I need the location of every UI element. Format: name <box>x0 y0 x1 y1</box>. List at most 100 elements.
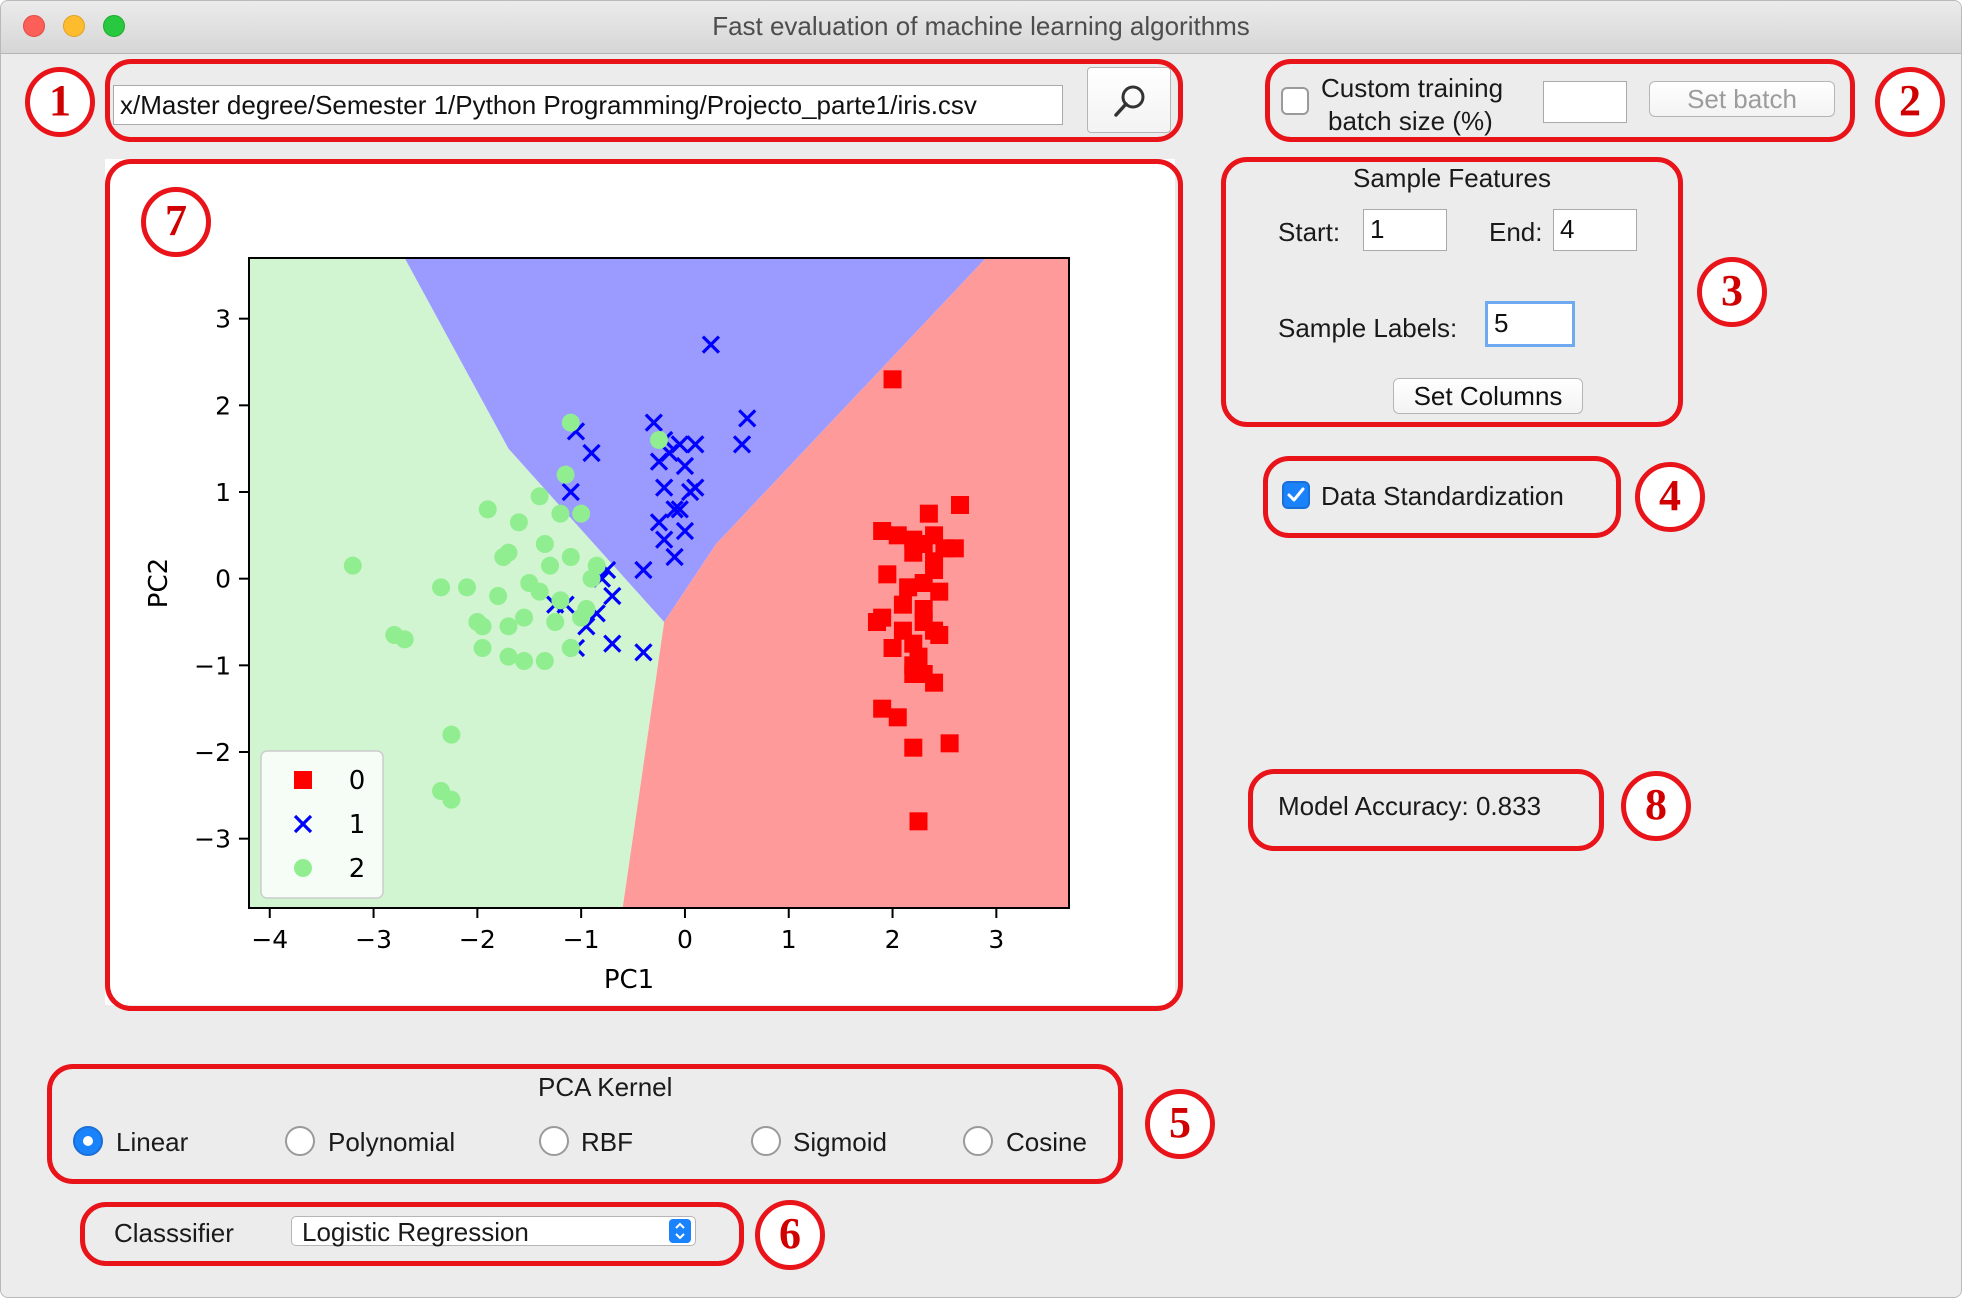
radio-polynomial[interactable] <box>285 1126 315 1156</box>
data-point-class-1 <box>603 586 622 606</box>
data-point-class-0 <box>878 565 897 584</box>
search-icon <box>1114 85 1145 117</box>
highlight-box-1 <box>105 59 1183 142</box>
data-point-class-2 <box>509 513 528 532</box>
radio-polynomial-label: Polynomial <box>328 1127 456 1157</box>
data-point-class-0 <box>925 673 944 692</box>
data-point-class-1 <box>660 443 679 463</box>
data-point-class-0 <box>904 543 923 562</box>
x-tick-label: 2 <box>885 925 901 954</box>
data-point-class-2 <box>385 626 404 644</box>
end-input[interactable]: 4 <box>1553 209 1637 251</box>
data-point-class-0 <box>919 504 938 523</box>
data-point-class-0 <box>914 600 933 618</box>
highlight-box-8 <box>1248 769 1604 851</box>
y-tick-label: 1 <box>215 478 231 507</box>
data-point-class-2 <box>499 647 518 666</box>
radio-cosine-label: Cosine <box>1006 1127 1087 1157</box>
data-point-class-2 <box>572 608 591 627</box>
data-point-class-0 <box>940 734 959 753</box>
data-point-class-0 <box>909 647 928 666</box>
highlight-box-5 <box>47 1064 1123 1184</box>
data-point-class-2 <box>442 790 461 809</box>
custom-batch-checkbox[interactable] <box>1281 87 1309 115</box>
model-accuracy-text: Model Accuracy: 0.833 <box>1278 791 1542 821</box>
data-point-class-1 <box>686 435 705 454</box>
data-point-class-0 <box>883 370 902 389</box>
data-point-class-0 <box>925 621 944 640</box>
y-tick-label: 3 <box>215 305 231 334</box>
data-point-class-2 <box>572 504 591 523</box>
chevron-updown-icon <box>669 1219 691 1243</box>
x-tick-label: −1 <box>563 925 600 954</box>
data-point-class-1 <box>665 500 684 519</box>
data-point-class-2 <box>489 587 508 605</box>
data-point-class-1 <box>701 335 721 354</box>
start-label: Start: <box>1278 217 1341 247</box>
data-point-class-2 <box>442 725 461 744</box>
sample-features-title: Sample Features <box>1353 163 1551 193</box>
data-point-class-0 <box>904 738 923 757</box>
classifier-label: Classsifier <box>114 1218 234 1248</box>
x-axis-label: PC1 <box>604 965 654 995</box>
y-tick-label: −3 <box>194 825 231 854</box>
legend-marker-2 <box>294 859 312 877</box>
file-path-input[interactable]: x/Master degree/Semester 1/Python Progra… <box>113 85 1063 125</box>
decision-region-1 <box>404 258 986 622</box>
legend-marker-0 <box>294 771 312 789</box>
data-point-class-2 <box>541 556 560 575</box>
decision-region-2 <box>249 258 665 908</box>
start-input[interactable]: 1 <box>1363 209 1447 251</box>
data-point-class-0 <box>930 582 949 601</box>
data-point-class-0 <box>899 578 918 597</box>
x-tick-label: 3 <box>988 925 1004 954</box>
data-point-class-2 <box>515 652 534 670</box>
data-point-class-2 <box>499 617 518 636</box>
radio-rbf[interactable] <box>539 1126 569 1156</box>
data-point-class-2 <box>561 548 580 566</box>
zoom-window-button[interactable] <box>103 15 125 37</box>
minimize-window-button[interactable] <box>63 15 85 37</box>
x-tick-label: −3 <box>355 925 392 954</box>
data-point-class-0 <box>888 708 907 727</box>
classifier-select[interactable]: Logistic Regression <box>291 1216 696 1247</box>
browse-button[interactable] <box>1087 67 1171 133</box>
data-point-class-2 <box>561 639 580 657</box>
data-point-class-0 <box>873 699 892 718</box>
batch-size-input[interactable] <box>1543 81 1627 123</box>
data-point-class-1 <box>649 513 669 532</box>
data-point-class-1 <box>634 560 653 580</box>
x-tick-label: −4 <box>251 925 288 954</box>
data-point-class-1 <box>582 443 601 463</box>
radio-sigmoid[interactable] <box>751 1126 781 1156</box>
data-point-class-2 <box>473 617 492 636</box>
data-point-class-2 <box>432 578 451 597</box>
checkmark-icon <box>1287 487 1305 502</box>
sample-labels-input[interactable]: 5 <box>1485 301 1575 347</box>
radio-cosine[interactable] <box>963 1126 993 1156</box>
data-point-class-1 <box>675 521 695 541</box>
title-bar: Fast evaluation of machine learning algo… <box>1 1 1961 54</box>
radio-rbf-label: RBF <box>581 1127 633 1157</box>
set-batch-button[interactable]: Set batch <box>1649 81 1835 117</box>
badge-7: 7 <box>141 187 211 257</box>
badge-2: 2 <box>1875 67 1945 137</box>
radio-linear[interactable] <box>73 1126 103 1156</box>
data-point-class-1 <box>603 634 622 653</box>
data-point-class-2 <box>478 500 497 519</box>
data-point-class-1 <box>670 500 689 519</box>
data-point-class-0 <box>925 561 944 579</box>
data-standardization-checkbox[interactable] <box>1282 481 1310 509</box>
data-point-class-0 <box>873 522 892 540</box>
x-tick-label: 1 <box>781 925 797 954</box>
data-point-class-0 <box>951 496 970 514</box>
data-point-class-1 <box>655 530 674 549</box>
x-tick-label: 0 <box>677 925 693 954</box>
set-columns-button[interactable]: Set Columns <box>1393 378 1583 414</box>
close-window-button[interactable] <box>23 15 45 37</box>
data-point-class-2 <box>650 431 668 449</box>
data-point-class-2 <box>457 578 476 597</box>
data-point-class-2 <box>556 465 575 484</box>
data-point-class-0 <box>888 526 907 545</box>
